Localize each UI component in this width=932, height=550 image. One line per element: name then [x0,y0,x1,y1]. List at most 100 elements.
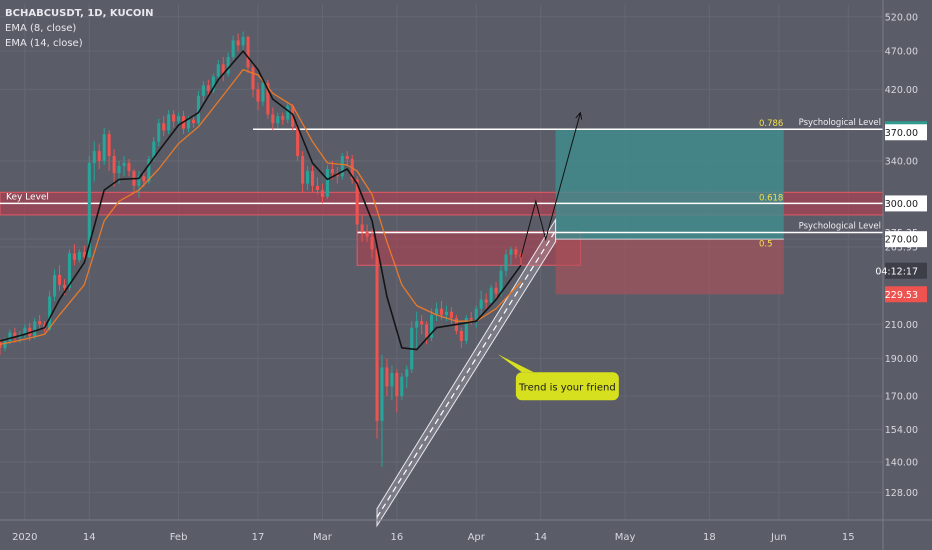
ema8-line [0,50,522,351]
fib-label: 0.618 [759,193,783,203]
price-badge-label: 04:12:17 [875,266,918,277]
candle [57,274,62,285]
price-badge-label: 300.00 [885,199,918,210]
price-tick-label: 154.00 [885,425,918,436]
ema14-legend[interactable]: EMA (14, close) [5,38,83,49]
price-badge [885,195,927,212]
candle [415,321,419,328]
callout-pointer [497,354,534,373]
candle [97,151,101,161]
candle [494,287,498,294]
supply-zone [356,231,581,266]
candle [345,156,349,159]
channel-midline [376,230,557,518]
candle [157,123,161,142]
time-tick-label: 17 [252,532,265,543]
candle [82,251,86,258]
candle [162,123,166,131]
candle [137,176,141,186]
chart-legend: BCHABCUSDT, 1D, KUCOIN EMA (8, close) EM… [5,6,154,51]
candle [514,249,518,255]
candle [271,114,275,124]
ema14-line [0,68,522,346]
candle [38,321,42,325]
candle [236,40,240,46]
candle [201,85,205,96]
time-tick-label: Feb [170,532,188,543]
candle [469,318,473,320]
symbol-title[interactable]: BCHABCUSDT, 1D, KUCOIN [5,8,154,19]
candle [320,190,324,197]
candle [87,162,91,258]
candle [102,134,106,161]
price-tick-label: 263.95 [885,242,918,253]
candle [72,253,76,260]
candle [241,36,245,46]
projection-path [520,111,583,258]
price-badge-label: 229.53 [885,290,918,301]
time-tick-label: May [615,532,636,543]
candle [142,176,146,182]
candle [251,67,255,90]
candle [112,156,116,174]
price-badge [885,231,927,248]
candle [276,116,280,124]
levels: Key Level Psychological Level Psychologica… [0,118,883,234]
price-tick-label: 210.00 [885,320,918,331]
candle [296,126,300,157]
candle [261,82,265,102]
candle [489,287,493,303]
candle [474,308,478,320]
time-tick-label: Jun [770,532,787,543]
candle [405,369,409,377]
candle [459,330,463,341]
candle [77,251,81,260]
candle [435,308,439,315]
candle [439,308,444,315]
stop-zone [555,239,784,295]
annotation-callout[interactable]: Trend is your friend [497,354,619,401]
candle [221,64,225,74]
candle [504,254,508,271]
candle [196,95,200,124]
time-tick-label: 16 [390,532,403,543]
candle [479,299,483,309]
candle [23,327,27,335]
price-badge-label: 370.00 [885,128,918,139]
time-tick-label: Apr [468,532,486,543]
candle [8,332,12,341]
candle [310,171,315,186]
candle [152,141,156,159]
price-tick-label: 170.00 [885,392,918,403]
candle [420,321,424,325]
candle [306,171,310,184]
candle [286,105,290,120]
candle [499,270,503,294]
candle [390,372,394,387]
candle [53,274,57,297]
candle [48,296,52,330]
candle [425,324,429,338]
candle [211,76,215,91]
candle [375,249,379,421]
candle [92,151,96,163]
candle [122,162,126,166]
level-label: Key Level [6,192,49,202]
candle [127,162,131,172]
time-tick-label: 18 [703,532,716,543]
price-badge-label: 270.00 [885,235,918,246]
candle [315,185,320,191]
ema8-legend[interactable]: EMA (8, close) [5,23,77,34]
candle [330,169,334,174]
time-tick-label: 14 [534,532,547,543]
price-tick-label: 470.00 [885,47,918,58]
price-tick-label: 420.00 [885,85,918,96]
price-tick-label: 190.00 [885,354,918,365]
candle [395,372,399,397]
time-tick-label: 2020 [12,532,37,543]
price-tick-label: 340.00 [885,156,918,167]
candle [400,376,404,397]
